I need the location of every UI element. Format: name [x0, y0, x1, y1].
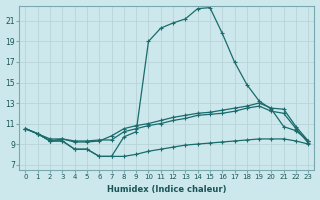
X-axis label: Humidex (Indice chaleur): Humidex (Indice chaleur) — [107, 185, 227, 194]
